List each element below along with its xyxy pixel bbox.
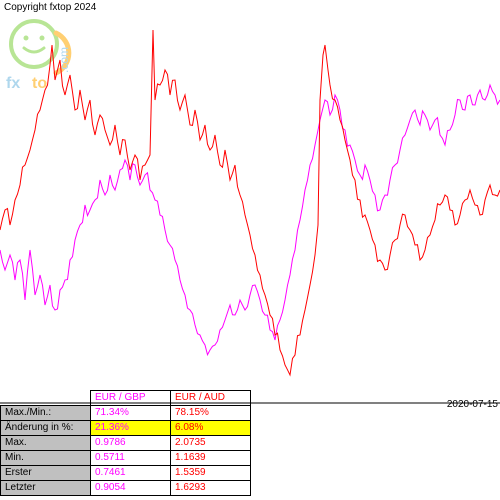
cell-b: 1.1639 (171, 451, 251, 466)
row-label: Max. (1, 436, 91, 451)
row-label: Änderung in %: (1, 421, 91, 436)
row-label: Letzter (1, 481, 91, 496)
cell-a: 21.36% (91, 421, 171, 436)
cell-b: 6.08% (171, 421, 251, 436)
cell-b: 1.6293 (171, 481, 251, 496)
cell-b: 78.15% (171, 406, 251, 421)
cell-a: 0.5711 (91, 451, 171, 466)
cell-b: 1.5359 (171, 466, 251, 481)
cell-a: 0.9054 (91, 481, 171, 496)
copyright-text: Copyright fxtop 2024 (4, 2, 96, 13)
cell-a: 0.9786 (91, 436, 171, 451)
row-label: Erster (1, 466, 91, 481)
row-label: Max./Min.: (1, 406, 91, 421)
row-label: Min. (1, 451, 91, 466)
cell-b: 2.0735 (171, 436, 251, 451)
line-chart (0, 0, 500, 405)
cell-a: 71.34% (91, 406, 171, 421)
stats-table: EUR / GBP EUR / AUD Max./Min.:71.34%78.1… (0, 390, 360, 496)
cell-a: 0.7461 (91, 466, 171, 481)
